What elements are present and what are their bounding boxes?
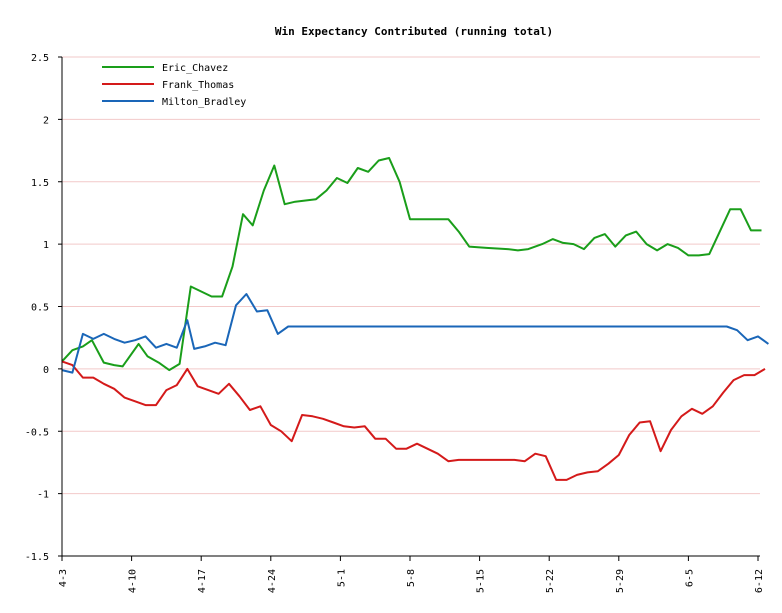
x-tick-label: 5-1 xyxy=(336,569,347,587)
x-tick-label: 5-29 xyxy=(615,569,626,593)
y-tick-label: -1 xyxy=(37,490,49,501)
y-tick-label: -1.5 xyxy=(25,552,49,563)
x-tick-label: 5-15 xyxy=(476,569,487,593)
y-tick-label: 0 xyxy=(43,365,49,376)
y-tick-label: 2.5 xyxy=(31,53,49,64)
y-tick-label: 1.5 xyxy=(31,178,49,189)
x-tick-label: 6-5 xyxy=(684,569,695,587)
x-tick-label: 5-8 xyxy=(406,569,417,587)
x-tick-label: 4-24 xyxy=(267,569,278,593)
series-line-eric-chavez xyxy=(61,157,762,372)
y-tick-label: 1 xyxy=(43,240,49,251)
y-tick-label: -0.5 xyxy=(25,427,49,438)
legend-label: Eric_Chavez xyxy=(162,63,228,74)
x-tick-label: 4-10 xyxy=(128,569,139,593)
gridlines xyxy=(62,56,760,557)
y-tick-label: 2 xyxy=(43,115,49,126)
legend-label: Milton_Bradley xyxy=(162,97,246,108)
x-tick-label: 4-3 xyxy=(58,569,69,587)
legend: Eric_Chavez Frank_Thomas Milton_Bradley xyxy=(102,63,246,108)
x-tick-label: 6-12 xyxy=(754,569,765,593)
series-line-frank-thomas xyxy=(61,360,766,481)
chart-title: Win Expectancy Contributed (running tota… xyxy=(275,25,553,38)
legend-label: Frank_Thomas xyxy=(162,80,234,91)
y-tick-label: 0.5 xyxy=(31,303,49,314)
series-lines xyxy=(61,157,769,481)
y-tick-labels: 2.5 2 1.5 1 0.5 0 -0.5 -1 -1.5 xyxy=(25,53,49,563)
x-tick-label: 4-17 xyxy=(197,569,208,593)
axes xyxy=(58,56,760,561)
x-tick-label: 5-22 xyxy=(545,569,556,593)
x-tick-labels: 4-3 4-10 4-17 4-24 5-1 5-8 5-15 5-22 5-29 6-5 6-12 xyxy=(58,569,765,593)
series-line-milton-bradley xyxy=(61,293,769,374)
